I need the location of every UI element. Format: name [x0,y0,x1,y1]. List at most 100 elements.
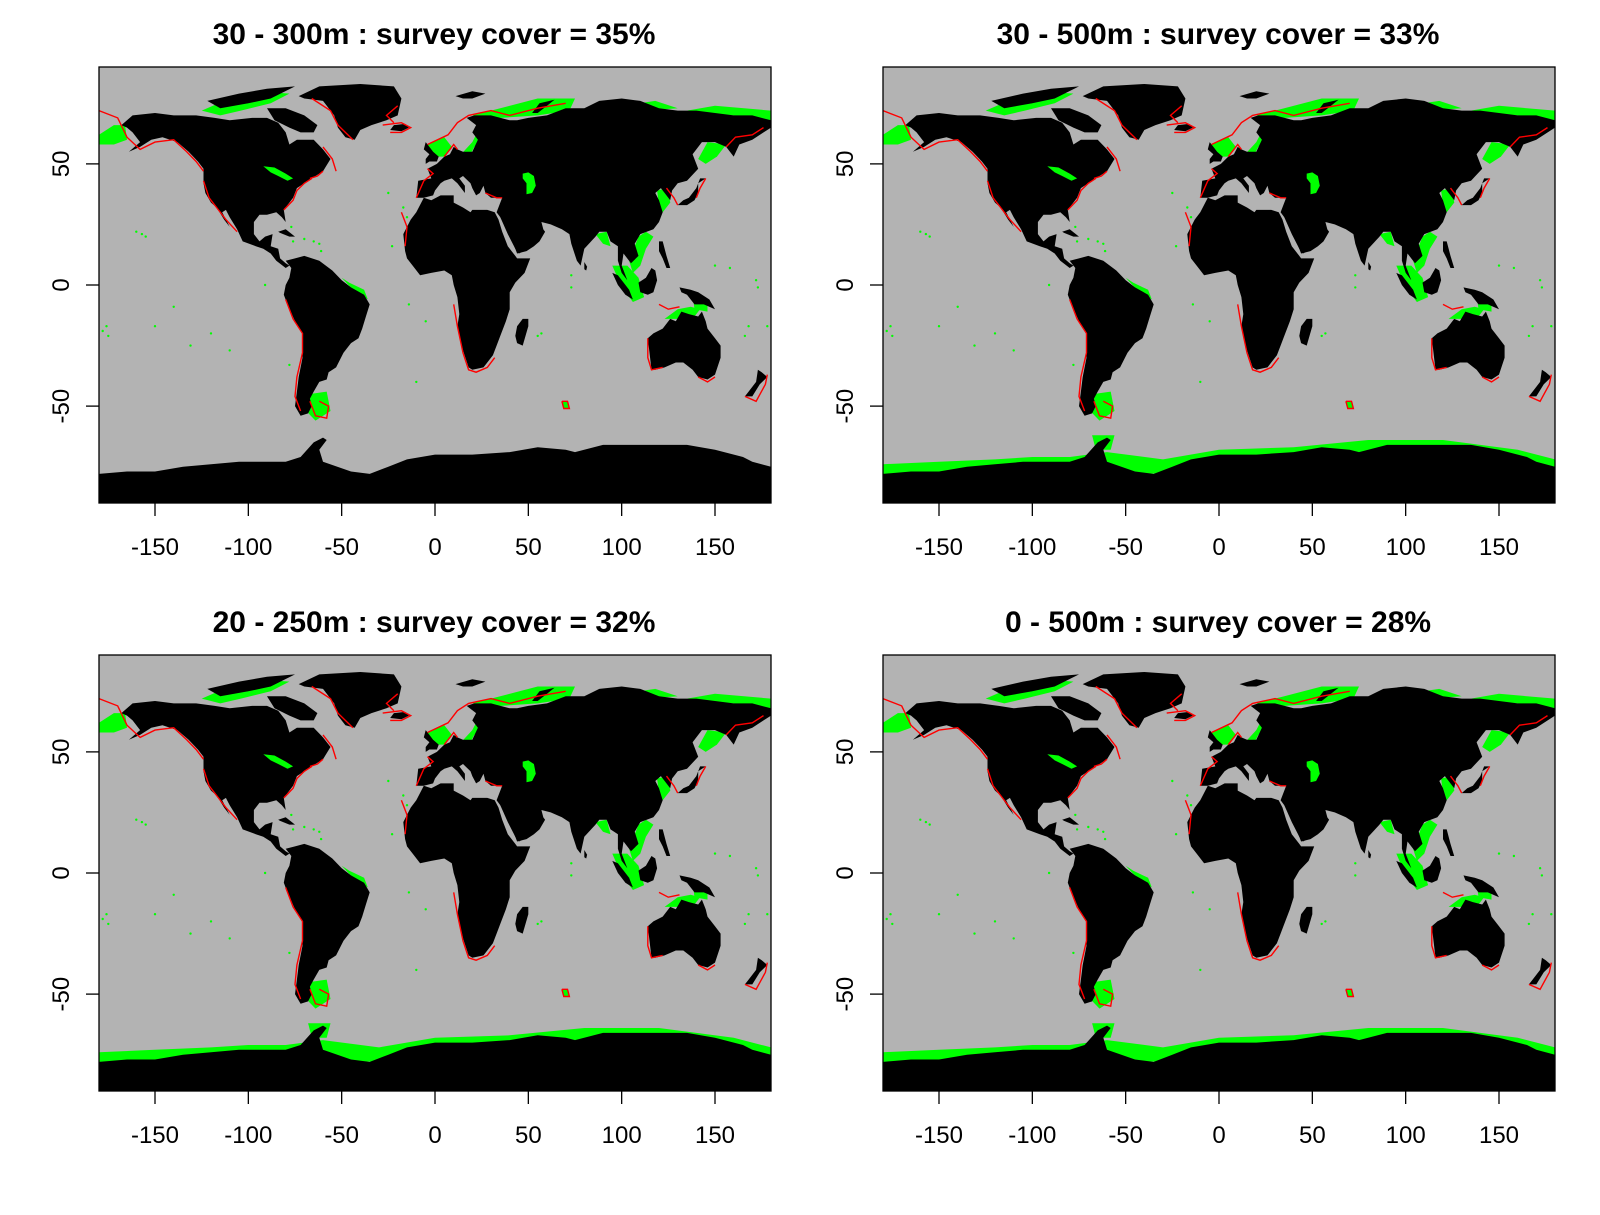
x-tick-label: 150 [1479,534,1519,561]
island-survey-dot [1074,225,1077,229]
island-survey-dot [713,264,717,267]
island-survey-dot [747,913,750,916]
survey-region-outline [99,109,205,172]
island-survey-dot [402,206,405,209]
x-tick-label: 150 [695,1122,735,1149]
land-arabian-peninsula [1284,214,1330,254]
island-survey-dot [1199,968,1202,972]
island-survey-dot [1354,874,1357,877]
island-survey-dot [1186,794,1189,797]
survey-region-outline [1481,376,1500,383]
land-new-guinea [679,875,715,898]
island-survey-dot [713,852,717,855]
survey-region-outline [1093,988,1114,1008]
survey-region-outline [986,180,1022,233]
survey-green-bay-of-bengal [1379,231,1395,247]
island-survey-dot [728,266,732,270]
land-australia [1431,311,1505,380]
land-japan [1461,766,1490,794]
survey-green-bay-of-bengal [595,819,611,835]
land-sri-lanka [1368,262,1372,271]
x-tick-label: 50 [515,1122,542,1149]
island-survey-dot [101,917,104,921]
island-survey-dot [140,820,144,824]
lake-survey-area [522,760,536,783]
lake-survey-area [522,172,536,195]
island-survey-dot [1103,249,1107,253]
survey-region-outline [658,891,680,898]
island-survey-dot [291,828,295,831]
land-japan [677,766,706,794]
island-survey-dot [885,917,888,921]
land-sri-lanka [584,262,588,271]
survey-green-sunda-shelf [1396,265,1429,302]
survey-region-outline [695,178,707,199]
land-south-america [1067,255,1154,416]
land-antarctica [883,437,1555,503]
x-tick-label: 100 [1386,534,1426,561]
survey-region-outline [1237,304,1280,373]
y-tick-label: 50 [832,151,859,178]
island-survey-dot [291,240,295,243]
island-survey-dot [1102,830,1105,833]
land-australia [647,311,721,380]
survey-green-south-china-sea [1413,231,1438,273]
island-survey-dot [924,232,928,236]
island-survey-dot [172,893,175,896]
x-tick-label: 0 [1212,534,1225,561]
land-eurasia [1200,98,1555,281]
survey-region-outline [1431,926,1447,959]
island-survey-dot [318,830,321,833]
survey-region-outline [1345,988,1355,998]
x-tick-label: 100 [602,1122,642,1149]
land-novaya-zemlya [532,687,555,701]
land-novaya-zemlya [532,99,555,113]
land-sumatra [612,860,633,888]
land-eurasia [416,98,771,281]
island-survey-dot [1189,804,1193,807]
island-survey-dot [1189,216,1193,219]
land-eurasia [1200,686,1555,869]
island-survey-dot [570,286,573,289]
survey-region-outline [1528,374,1552,403]
land-sri-lanka [584,850,588,859]
map-panel: 30 - 500m : survey cover = 33% -150 -100 -5… [784,0,1584,600]
island-survey-dot [973,932,976,935]
map-panel: 0 - 500m : survey cover = 28% -150 -100 -50… [784,588,1584,1188]
land-iceland [390,123,409,132]
survey-region-outline [1093,758,1108,768]
land-philippines [1443,241,1455,268]
land-iceland [390,711,409,720]
y-tick-label: -50 [832,389,859,424]
panel-title: 20 - 250m : survey cover = 32% [212,606,656,639]
island-survey-dot [290,813,293,817]
survey-region-outline [1184,800,1192,835]
land-greenland [298,84,402,140]
land-madagascar [1299,318,1313,346]
x-tick-label: -150 [915,534,963,561]
island-survey-dot [107,922,110,926]
survey-region-outline [695,766,707,787]
island-survey-dot [387,191,390,195]
x-tick-label: 0 [428,534,441,561]
y-tick-label: -50 [832,977,859,1012]
land-africa [403,783,531,958]
survey-green-bay-of-bengal [1379,819,1395,835]
y-tick-label: 0 [832,278,859,291]
land-north-america [121,113,331,268]
island-survey-dot [993,332,997,335]
survey-green-patagonia [1090,979,1115,1009]
island-survey-dot [1199,380,1202,384]
survey-region-outline [1479,766,1491,787]
land-greenland [1082,84,1186,140]
island-survey-dot [1354,862,1357,865]
island-survey-dot [754,279,758,282]
land-africa [1187,783,1315,958]
island-survey-dot [312,828,315,831]
survey-region-outline [1481,964,1500,971]
island-survey-dot [891,922,894,926]
island-survey-dot [928,235,931,238]
map-plot: -150 -100 -50 0 50 100 150 50 0 -50 [832,654,1556,1149]
island-survey-dot [766,913,769,916]
island-survey-dot [1012,349,1015,352]
